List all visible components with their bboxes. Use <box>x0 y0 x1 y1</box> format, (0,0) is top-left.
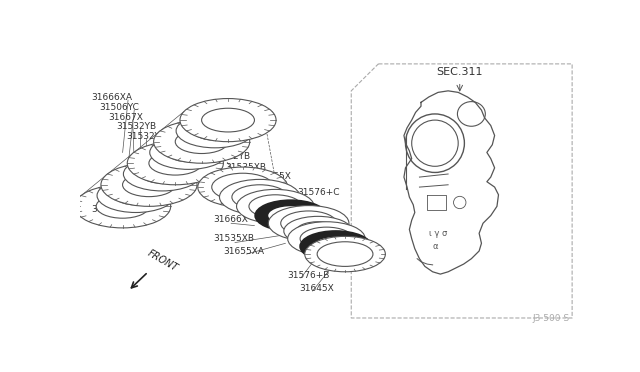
Ellipse shape <box>193 122 236 140</box>
Ellipse shape <box>268 206 314 225</box>
Text: 31532YB: 31532YB <box>116 122 157 131</box>
Ellipse shape <box>317 242 373 266</box>
Text: 31655XA: 31655XA <box>223 247 264 256</box>
Ellipse shape <box>220 179 300 215</box>
Text: 31666XA: 31666XA <box>91 93 132 102</box>
Text: 31532YB: 31532YB <box>210 152 250 161</box>
Ellipse shape <box>300 231 371 262</box>
Text: 31535XB: 31535XB <box>213 234 254 243</box>
Text: 31667X: 31667X <box>109 113 143 122</box>
Text: FRONT: FRONT <box>146 248 180 273</box>
Text: 31645X: 31645X <box>300 284 334 293</box>
Ellipse shape <box>149 151 202 175</box>
Ellipse shape <box>75 185 171 228</box>
Ellipse shape <box>249 195 301 218</box>
Ellipse shape <box>124 157 201 191</box>
Ellipse shape <box>127 142 223 185</box>
Ellipse shape <box>255 200 326 231</box>
Ellipse shape <box>101 163 197 206</box>
Ellipse shape <box>232 185 288 209</box>
Ellipse shape <box>300 227 353 250</box>
Ellipse shape <box>150 135 227 169</box>
Ellipse shape <box>175 130 228 154</box>
Text: 31666X: 31666X <box>91 205 125 215</box>
Text: 31576+C: 31576+C <box>297 188 339 197</box>
Text: SEC.311: SEC.311 <box>436 67 483 77</box>
Ellipse shape <box>288 222 365 256</box>
Text: 31655X: 31655X <box>257 171 292 181</box>
Ellipse shape <box>122 173 175 197</box>
Ellipse shape <box>312 236 359 256</box>
Ellipse shape <box>305 236 385 272</box>
Text: α: α <box>433 242 438 251</box>
Ellipse shape <box>176 114 253 148</box>
Text: 31532YB: 31532YB <box>127 132 166 141</box>
Text: ι γ σ: ι γ σ <box>429 229 447 238</box>
Text: J3 500 S: J3 500 S <box>532 314 570 323</box>
Ellipse shape <box>281 211 337 235</box>
Ellipse shape <box>180 99 276 142</box>
Ellipse shape <box>284 217 352 246</box>
Ellipse shape <box>212 173 274 201</box>
Ellipse shape <box>268 206 349 241</box>
Ellipse shape <box>167 143 210 162</box>
Ellipse shape <box>96 195 149 218</box>
Text: 31535XB: 31535XB <box>226 163 267 172</box>
Ellipse shape <box>154 120 250 163</box>
Text: 31666X: 31666X <box>213 215 248 224</box>
Ellipse shape <box>115 186 157 205</box>
Ellipse shape <box>296 222 340 240</box>
Ellipse shape <box>237 189 314 223</box>
Ellipse shape <box>198 167 288 207</box>
Text: 31506YC: 31506YC <box>99 103 140 112</box>
Ellipse shape <box>141 165 184 183</box>
Ellipse shape <box>202 108 255 132</box>
Ellipse shape <box>97 179 175 212</box>
Text: 31576+B: 31576+B <box>288 271 330 280</box>
